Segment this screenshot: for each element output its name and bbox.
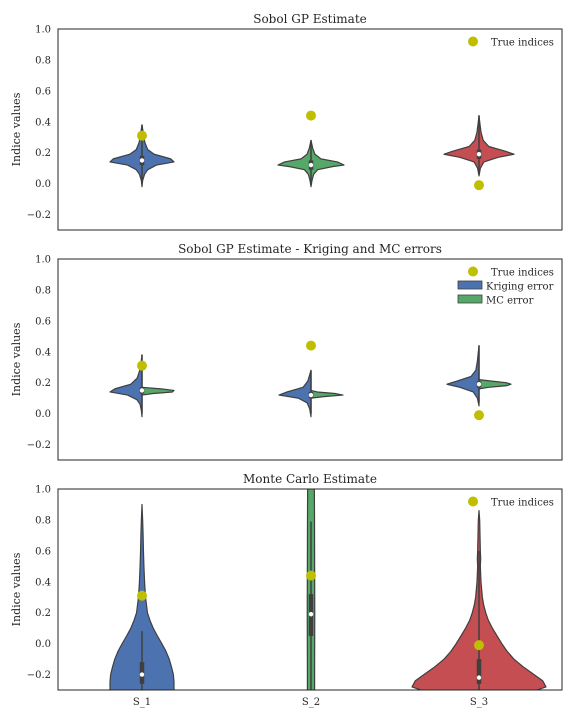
plot-frame — [57, 258, 563, 461]
legend-marker-true-indices — [468, 496, 478, 507]
y-tick-label: −0.2 — [27, 440, 51, 451]
violin-half-left-S_2 — [278, 369, 312, 418]
y-axis-label: Indice values — [10, 322, 23, 396]
y-tick-label: 0.6 — [35, 316, 51, 327]
legend: True indices — [468, 36, 554, 49]
violin-median-S_1 — [139, 158, 145, 163]
violin-half-right-S_1 — [141, 386, 175, 396]
violin-median-S_2 — [308, 162, 314, 168]
chart-title: Monte Carlo Estimate — [243, 472, 377, 486]
violin-S_3 — [446, 344, 512, 407]
x-tick-label: S_3 — [470, 697, 488, 708]
true-index-marker-S_2 — [306, 340, 316, 351]
violin-median-S_2 — [308, 392, 314, 398]
legend-label: True indices — [491, 38, 554, 49]
y-tick-label: 0.4 — [35, 347, 51, 358]
violin-half-left-S_3 — [446, 344, 480, 407]
legend-label: Kriging error — [486, 282, 554, 293]
y-tick-label: 0.8 — [35, 55, 51, 66]
plot-area — [109, 489, 547, 690]
violin-median-S_2 — [308, 612, 314, 617]
violin-median-S_1 — [139, 672, 145, 677]
violin-half-right-S_3 — [478, 379, 512, 390]
y-tick-label: 1.0 — [35, 255, 51, 266]
legend: True indices Kriging error MC error — [457, 266, 554, 307]
y-tick-label: −0.2 — [27, 670, 51, 681]
plot-area — [109, 340, 512, 421]
true-index-marker-S_3 — [474, 640, 484, 651]
true-index-marker-S_3 — [474, 410, 484, 421]
y-axis-label: Indice values — [10, 92, 23, 166]
chart-title: Sobol GP Estimate - Kriging and MC error… — [178, 242, 442, 256]
y-tick-label: 0.2 — [35, 608, 51, 619]
y-tick-label: 0.8 — [35, 285, 51, 296]
legend-marker-true-indices — [468, 36, 478, 47]
y-tick-label: 1.0 — [35, 485, 51, 496]
y-tick-label: 0.6 — [35, 546, 51, 557]
y-tick-label: 0.0 — [35, 179, 51, 190]
violin-median-S_3 — [476, 382, 482, 387]
violin-median-S_1 — [139, 388, 145, 393]
true-index-marker-S_1 — [137, 590, 147, 601]
legend: True indices — [468, 496, 554, 509]
legend-label: True indices — [491, 498, 554, 509]
y-tick-label: 1.0 — [35, 25, 51, 36]
chart-panel-3: Monte Carlo Estimate Indice values −0.2 0.0… — [10, 472, 563, 708]
y-tick-label: 0.4 — [35, 117, 51, 128]
legend-marker-true-indices — [468, 266, 478, 277]
y-tick-label: 0.4 — [35, 577, 51, 588]
y-tick-label: −0.2 — [27, 210, 51, 221]
true-index-marker-S_2 — [306, 110, 316, 121]
violin-S_3 — [443, 114, 515, 177]
y-tick-label: 0.8 — [35, 515, 51, 526]
y-tick-label: 0.0 — [35, 639, 51, 650]
legend-label: True indices — [491, 268, 554, 279]
violin-S_2 — [277, 139, 345, 188]
plot-frame — [57, 28, 563, 231]
violin-S_2 — [306, 489, 316, 690]
x-tick-label: S_2 — [302, 697, 320, 708]
legend-label: MC error — [486, 296, 534, 307]
plot-area — [109, 110, 515, 191]
violin-half-right-S_2 — [310, 389, 344, 399]
y-tick-label: 0.2 — [35, 378, 51, 389]
legend-swatch-2 — [457, 294, 483, 304]
chart-panel-1: Sobol GP Estimate Indice values −0.2 0.0 0.2… — [10, 12, 563, 231]
true-index-marker-S_1 — [137, 130, 147, 141]
violin-S_2 — [278, 369, 344, 418]
chart-panel-2: Sobol GP Estimate - Kriging and MC error… — [10, 242, 563, 461]
y-tick-label: 0.2 — [35, 148, 51, 159]
plot-frame — [57, 488, 563, 691]
y-tick-label: 0.6 — [35, 86, 51, 97]
true-index-marker-S_1 — [137, 360, 147, 371]
x-tick-label: S_1 — [133, 697, 151, 708]
y-tick-label: 0.0 — [35, 409, 51, 420]
true-index-marker-S_3 — [474, 180, 484, 191]
violin-S_3 — [411, 510, 547, 690]
violin-median-S_3 — [476, 675, 482, 680]
true-index-marker-S_2 — [306, 570, 316, 581]
violin-median-S_3 — [476, 152, 482, 157]
chart-title: Sobol GP Estimate — [253, 12, 367, 26]
violin-half-left-S_1 — [109, 354, 143, 418]
legend-swatch-1 — [457, 280, 483, 290]
y-axis-label: Indice values — [10, 552, 23, 626]
